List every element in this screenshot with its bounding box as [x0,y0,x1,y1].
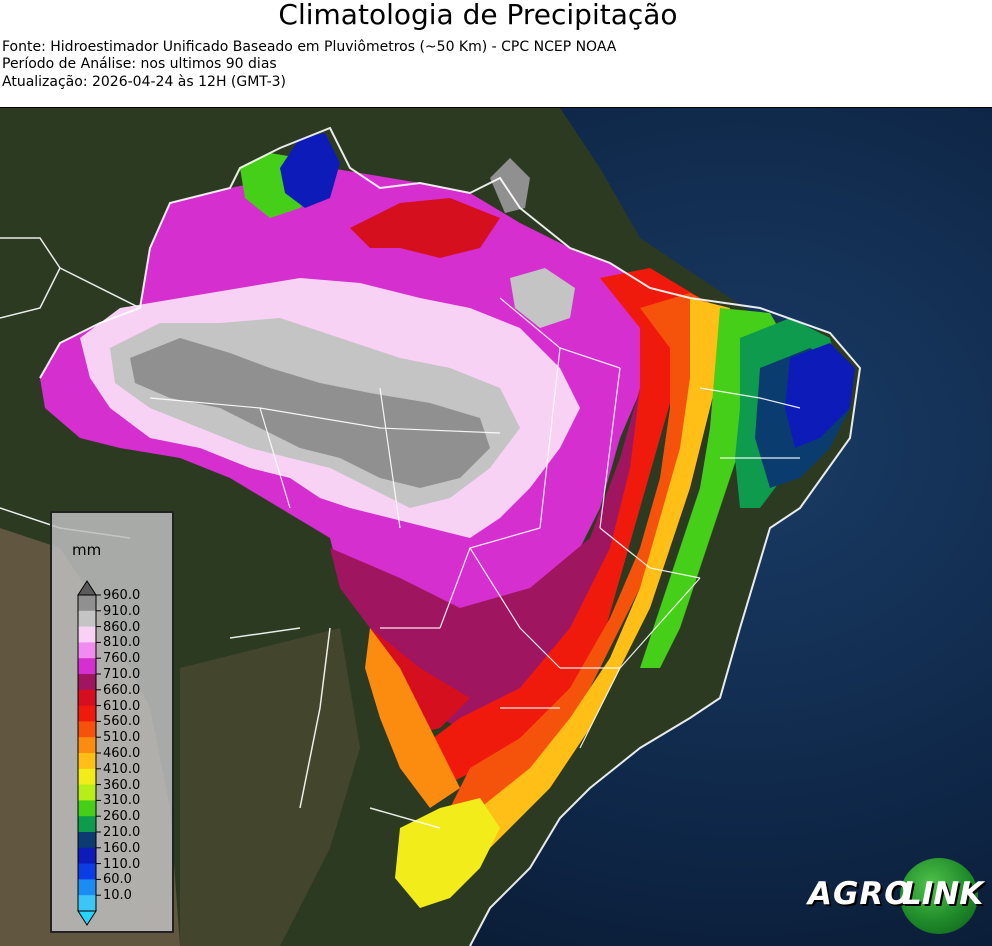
precip-yellow-south [395,798,500,908]
colorbar-swatch [78,847,96,865]
colorbar-swatch [78,721,96,738]
colorbar-swatch [78,832,96,849]
colorbar-label: 360.0 [103,777,141,793]
colorbar-swatch [78,689,96,707]
colorbar-label: 110.0 [103,856,141,872]
colorbar-swatch [78,658,96,675]
colorbar-label: 610.0 [103,698,141,714]
colorbar-label: 760.0 [103,651,141,667]
colorbar [77,580,101,926]
update-text: Atualização: 2026-04-24 às 12H (GMT-3) [2,74,286,90]
precip-gray-ne2 [510,268,575,328]
chaco-land [180,628,360,946]
period-text: Período de Análise: nos ultimos 90 dias [2,56,277,72]
logo-globe-icon [900,858,978,934]
colorbar-swatch [78,895,96,912]
colorbar-legend: mm 960.0 910.0 860.0 810.0 760.0 710.0 660.0 61… [50,511,174,933]
precip-blue-north [280,133,340,208]
colorbar-label: 210.0 [103,825,141,840]
colorbar-swatch [78,705,96,722]
colorbar-swatch [78,595,96,612]
colorbar-label: 160.0 [103,840,141,856]
colorbar-swatch [78,674,96,691]
colorbar-label: 10.0 [103,888,132,904]
colorbar-swatch [78,610,96,628]
colorbar-label: 260.0 [103,809,141,825]
colorbar-label: 460.0 [103,746,141,761]
precip-orange-sw [365,628,460,808]
colorbar-swatch [78,626,96,643]
agrolink-logo: AGRO LINK [806,858,984,934]
colorbar-label: 660.0 [103,682,141,698]
precip-gray-ne [490,158,530,213]
logo-agro: AGRO [808,876,912,912]
colorbar-under-arrow [77,910,97,926]
colorbar-swatch [78,753,96,770]
precip-field [40,133,855,908]
colorbar-swatch [78,800,96,817]
precip-darkmagenta [330,298,690,728]
colorbar-label: 710.0 [103,667,141,682]
map-title: Climatologia de Precipitação [278,0,678,31]
colorbar-label: 510.0 [103,730,141,746]
precip-red-north [350,198,500,258]
source-text: Fonte: Hidroestimador Unificado Baseado … [2,39,617,55]
colorbar-label: 310.0 [103,793,141,809]
colorbar-label: 960.0 [103,588,141,603]
colorbar-label: 60.0 [103,872,132,888]
precip-yellow [410,298,730,898]
colorbar-swatch [78,737,96,754]
colorbar-swatch [78,768,96,786]
colorbar-over-arrow [77,580,97,596]
colorbar-swatch [78,879,96,896]
precip-blue-ne [785,343,855,448]
colorbar-label: 560.0 [103,714,141,730]
precip-gray [130,338,490,488]
colorbar-label: 910.0 [103,603,141,619]
state-lines [149,297,801,749]
colorbar-label: 410.0 [103,761,141,777]
logo-link: LINK [902,876,984,912]
colorbar-label: 860.0 [103,619,141,635]
legend-unit: mm [72,541,102,559]
colorbar-swatch [78,784,96,801]
colorbar-swatch [78,816,96,833]
colorbar-swatch [78,863,96,880]
brazil-border [39,126,862,946]
colorbar-swatch [78,642,96,659]
colorbar-label: 810.0 [103,635,141,651]
